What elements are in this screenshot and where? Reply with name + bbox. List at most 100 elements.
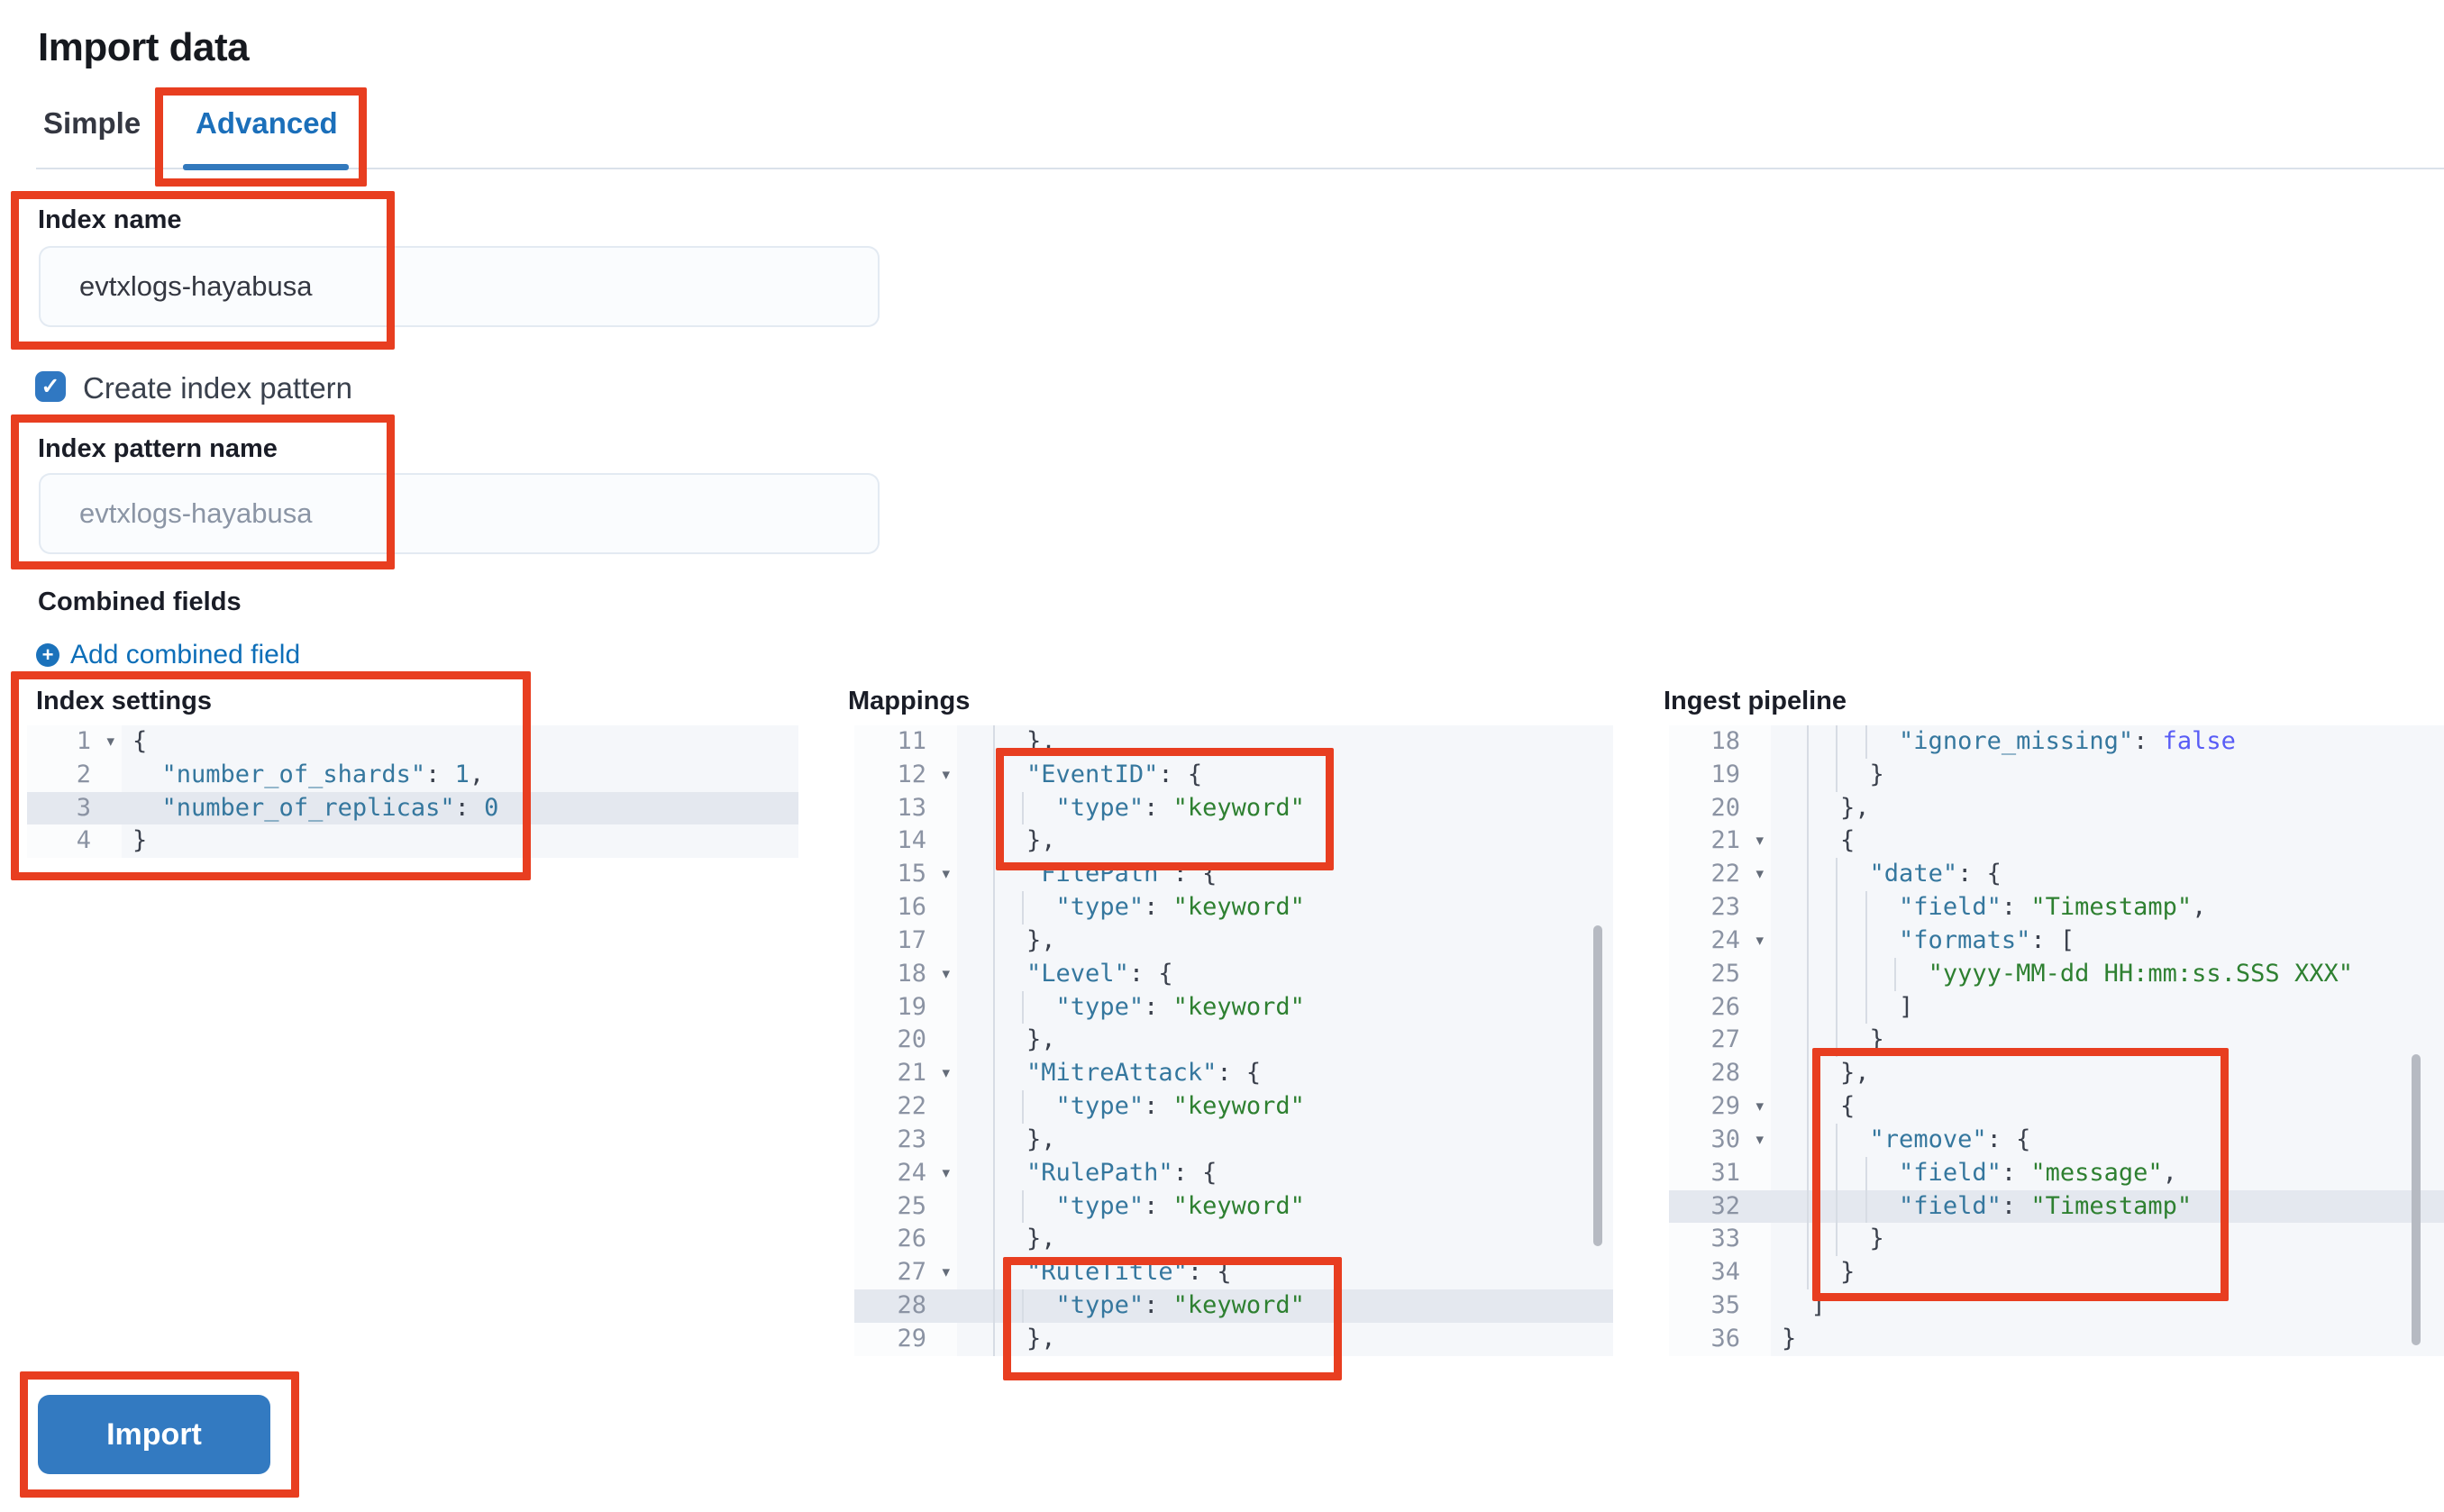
code-line[interactable]: 23 "field": "Timestamp", — [1669, 891, 2444, 925]
line-number: 31 — [1710, 1158, 1740, 1187]
fold-arrow-icon[interactable]: ▾ — [1755, 1130, 1764, 1148]
index-pattern-name-input[interactable] — [39, 473, 880, 554]
gutter-cell: 29 — [854, 1322, 957, 1356]
fold-arrow-icon[interactable]: ▾ — [1755, 1098, 1764, 1116]
code-line[interactable]: 19 } — [1669, 758, 2444, 792]
line-number: 27 — [897, 1258, 926, 1287]
fold-arrow-icon[interactable]: ▾ — [942, 1163, 950, 1181]
ingest-pipeline-editor[interactable]: 18 "ignore_missing": false 19 } 20 }, 21 ▾ {… — [1669, 725, 2444, 1356]
indent-guide — [992, 725, 995, 759]
code-line[interactable]: 24 ▾ "RulePath": { — [854, 1156, 1613, 1190]
plus-in-circle-icon[interactable]: + — [36, 643, 59, 667]
fold-arrow-icon[interactable]: ▾ — [106, 733, 114, 750]
line-number: 1 — [76, 727, 91, 755]
gutter-cell: 26 — [854, 1223, 957, 1257]
index-settings-editor[interactable]: 1 ▾{2 "number_of_shards": 1, 3 "number_of_… — [27, 725, 798, 1356]
line-number: 20 — [1710, 793, 1740, 822]
mappings-scrollbar[interactable] — [1593, 925, 1602, 1246]
indent-guide — [1865, 1189, 1867, 1224]
code-line[interactable]: 29 ▾ { — [1669, 1090, 2444, 1124]
index-name-input[interactable] — [39, 246, 880, 327]
line-number: 14 — [897, 826, 926, 855]
fold-arrow-icon[interactable]: ▾ — [942, 865, 950, 883]
indent-guide — [1836, 957, 1838, 991]
code-line[interactable]: 32 "field": "Timestamp" — [1669, 1189, 2444, 1224]
code-line[interactable]: 30 ▾ "remove": { — [1669, 1123, 2444, 1157]
gutter-cell: 22 ▾ — [1669, 858, 1771, 892]
code-line[interactable]: 18 "ignore_missing": false — [1669, 725, 2444, 759]
line-number: 28 — [897, 1291, 926, 1320]
code-line[interactable]: 3 "number_of_replicas": 0 — [27, 791, 798, 825]
gutter-cell: 21 ▾ — [854, 1057, 957, 1091]
tab-advanced[interactable]: Advanced — [196, 106, 338, 140]
code-line[interactable]: 22 "type": "keyword" — [854, 1090, 1613, 1124]
fold-arrow-icon[interactable]: ▾ — [942, 1263, 950, 1281]
fold-arrow-icon[interactable]: ▾ — [1755, 832, 1764, 850]
code-line[interactable]: 21 ▾ { — [1669, 824, 2444, 859]
code-text: { — [1771, 1090, 2444, 1124]
code-line[interactable]: 14 }, — [854, 824, 1613, 859]
code-line[interactable]: 26 }, — [854, 1223, 1613, 1257]
code-line[interactable]: 27 } — [1669, 1024, 2444, 1058]
code-line[interactable]: 22 ▾ "date": { — [1669, 858, 2444, 892]
code-line[interactable]: 16 "type": "keyword" — [854, 891, 1613, 925]
code-text: "type": "keyword" — [957, 891, 1613, 925]
fold-arrow-icon[interactable]: ▾ — [1755, 931, 1764, 949]
code-line[interactable]: 34 } — [1669, 1256, 2444, 1290]
code-line[interactable]: 26 ] — [1669, 990, 2444, 1025]
code-line[interactable]: 1 ▾{ — [27, 725, 798, 759]
indent-guide — [1806, 957, 1809, 991]
code-text: }, — [957, 1123, 1613, 1157]
line-number: 18 — [1710, 727, 1740, 755]
code-line[interactable]: 13 "type": "keyword" — [854, 791, 1613, 825]
gutter-cell: 22 — [854, 1090, 957, 1124]
indent-guide — [1865, 990, 1867, 1025]
import-button[interactable]: Import — [38, 1395, 270, 1474]
code-line[interactable]: 28 "type": "keyword" — [854, 1289, 1613, 1323]
line-number: 29 — [897, 1324, 926, 1353]
line-number: 19 — [1710, 760, 1740, 788]
indent-guide — [1022, 1189, 1025, 1224]
indent-guide — [992, 1090, 995, 1124]
code-line[interactable]: 27 ▾ "RuleTitle": { — [854, 1256, 1613, 1290]
add-combined-field-link[interactable]: Add combined field — [70, 640, 301, 669]
ingest-pipeline-scrollbar[interactable] — [2412, 1054, 2421, 1345]
indent-guide — [1894, 957, 1897, 991]
fold-arrow-icon[interactable]: ▾ — [1755, 865, 1764, 883]
code-line[interactable]: 18 ▾ "Level": { — [854, 957, 1613, 991]
fold-arrow-icon[interactable]: ▾ — [942, 765, 950, 783]
code-line[interactable]: 29 }, — [854, 1322, 1613, 1356]
fold-arrow-icon[interactable]: ▾ — [942, 964, 950, 982]
code-line[interactable]: 31 "field": "message", — [1669, 1156, 2444, 1190]
page-title: Import data — [38, 25, 250, 69]
code-line[interactable]: 19 "type": "keyword" — [854, 990, 1613, 1025]
index-name-label: Index name — [38, 205, 182, 234]
code-line[interactable]: 15 ▾ "FilePath": { — [854, 858, 1613, 892]
code-line[interactable]: 24 ▾ "formats": [ — [1669, 924, 2444, 958]
code-line[interactable]: 25 "type": "keyword" — [854, 1189, 1613, 1224]
indent-guide — [1022, 990, 1025, 1025]
code-text: } — [122, 824, 798, 859]
code-line[interactable]: 2 "number_of_shards": 1, — [27, 758, 798, 792]
create-index-pattern-checkbox[interactable]: ✓ — [35, 371, 66, 402]
code-line[interactable]: 35 ] — [1669, 1289, 2444, 1323]
code-text: "type": "keyword" — [957, 1289, 1613, 1323]
fold-arrow-icon[interactable]: ▾ — [942, 1064, 950, 1082]
code-line[interactable]: 20 }, — [1669, 791, 2444, 825]
indent-guide — [992, 858, 995, 892]
indent-guide — [1806, 924, 1809, 958]
code-line[interactable]: 21 ▾ "MitreAttack": { — [854, 1057, 1613, 1091]
mappings-editor[interactable]: 11 }, 12 ▾ "EventID": {13 "type": "keyword… — [854, 725, 1613, 1356]
code-line[interactable]: 20 }, — [854, 1024, 1613, 1058]
code-line[interactable]: 23 }, — [854, 1123, 1613, 1157]
code-line[interactable]: 11 }, — [854, 725, 1613, 759]
code-line[interactable]: 25 "yyyy-MM-dd HH:mm:ss.SSS XXX" — [1669, 957, 2444, 991]
line-number: 35 — [1710, 1291, 1740, 1320]
code-line[interactable]: 33 } — [1669, 1223, 2444, 1257]
tab-simple[interactable]: Simple — [43, 106, 141, 140]
code-line[interactable]: 4} — [27, 824, 798, 859]
code-line[interactable]: 12 ▾ "EventID": { — [854, 758, 1613, 792]
code-line[interactable]: 28 }, — [1669, 1057, 2444, 1091]
code-line[interactable]: 17 }, — [854, 924, 1613, 958]
code-line[interactable]: 36} — [1669, 1322, 2444, 1356]
